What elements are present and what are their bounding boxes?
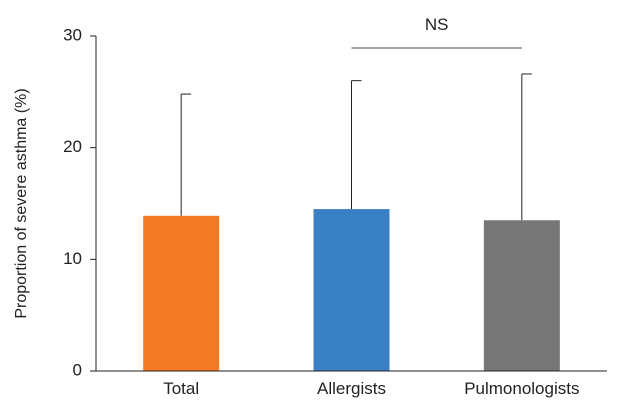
y-axis-title: Proportion of severe asthma (%) [13,88,30,318]
y-tick-label: 20 [63,137,82,156]
x-axis: Total Allergists Pulmonologists [96,370,607,398]
y-tick-label: 0 [73,360,82,379]
y-tick-label: 10 [63,249,82,268]
bar-allergists [313,209,390,371]
x-tick-label: Total [163,379,199,398]
bar-pulmonologists [483,220,560,371]
significance-label: NS [425,15,449,34]
y-tick-label: 30 [63,25,82,44]
bars [143,73,560,371]
bar-total [143,215,220,371]
annotations: NS [351,15,522,49]
x-tick-label: Allergists [317,379,386,398]
y-axis: 0 10 20 30 [63,25,97,379]
x-tick-label: Pulmonologists [464,379,579,398]
